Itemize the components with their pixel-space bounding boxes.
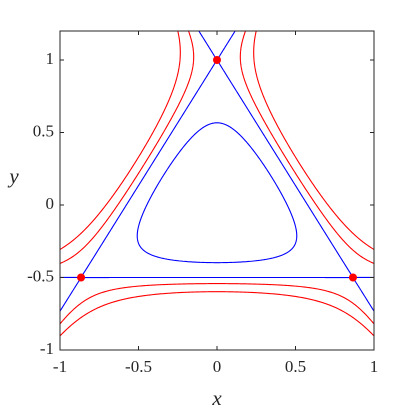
x-tick-label: -1 — [53, 357, 67, 376]
x-tick-label: 0 — [213, 357, 222, 376]
x-tick-label: 0.5 — [285, 357, 306, 376]
contour-line — [60, 31, 374, 312]
x-axis-label: x — [211, 386, 222, 410]
y-axis-label: y — [7, 164, 19, 188]
y-tick-label: 0 — [46, 194, 55, 213]
contour-line — [60, 31, 374, 337]
y-tick-label: 0.5 — [33, 121, 54, 140]
y-tick-label: -0.5 — [27, 266, 54, 285]
y-tick-label: 1 — [46, 49, 55, 68]
saddle-point — [213, 56, 221, 64]
saddle-point — [77, 273, 86, 282]
y-tick-label: -1 — [40, 339, 54, 358]
contour-line — [136, 122, 298, 264]
x-tick-label: -0.5 — [125, 357, 152, 376]
plot-frame — [59, 30, 375, 351]
saddle-point — [348, 273, 357, 282]
contour-line — [60, 31, 374, 325]
x-tick-label: 1 — [370, 357, 379, 376]
